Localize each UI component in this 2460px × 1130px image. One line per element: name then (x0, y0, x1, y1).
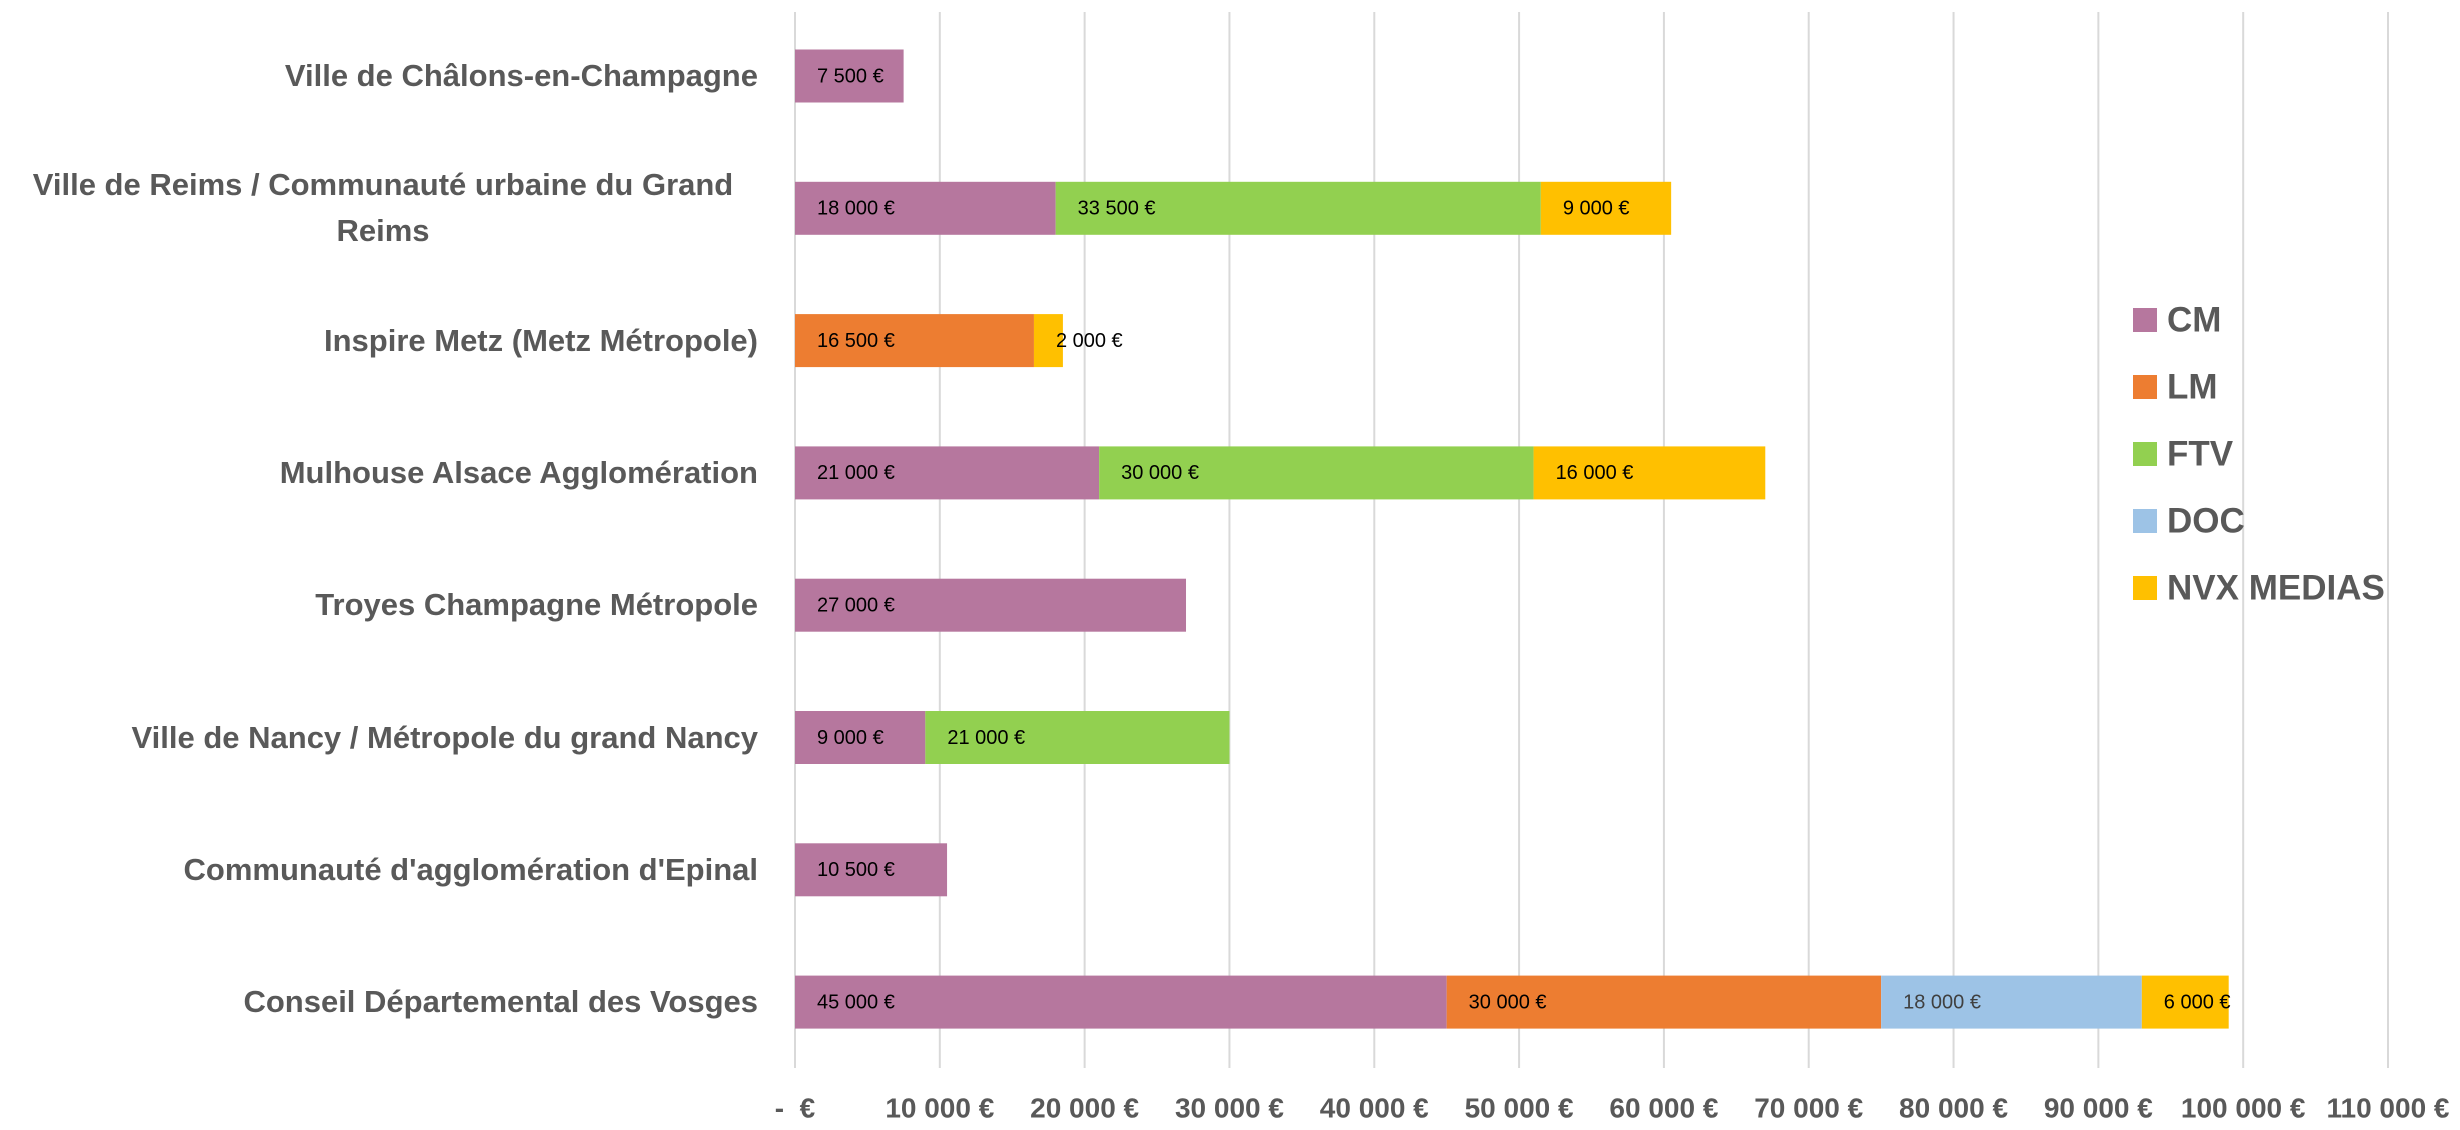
x-tick-label: 30 000 € (1175, 1092, 1284, 1123)
legend-label: LM (2167, 367, 2218, 406)
x-tick-label: 80 000 € (1899, 1092, 2008, 1123)
bar-segment (2141, 975, 2229, 1029)
value-label: 16 000 € (1556, 462, 1634, 484)
value-label: 16 500 € (817, 330, 895, 352)
bar-segment (795, 314, 1034, 368)
bar-segment (795, 975, 1447, 1029)
bar-segment (795, 181, 1056, 235)
legend-swatch (2133, 509, 2157, 533)
bar-segment (1033, 314, 1063, 368)
x-tick-label: 10 000 € (885, 1092, 994, 1123)
bar-segment (1881, 975, 2142, 1029)
value-label: 18 000 € (817, 198, 895, 220)
value-label: 2 000 € (1056, 330, 1123, 352)
x-tick-label: 90 000 € (2044, 1092, 2153, 1123)
legend-label: CM (2167, 300, 2221, 339)
category-label: Ville de Nancy / Métropole du grand Nanc… (131, 719, 758, 755)
category-label: Ville de Reims / Communauté urbaine du G… (32, 167, 734, 249)
bar-segment (925, 711, 1230, 764)
x-tick-label: 70 000 € (1754, 1092, 1863, 1123)
category-label: Inspire Metz (Metz Métropole) (323, 322, 758, 358)
value-label: 6 000 € (2164, 991, 2231, 1013)
value-label: 21 000 € (947, 727, 1025, 749)
value-label: 30 000 € (1469, 991, 1547, 1013)
legend-swatch (2133, 576, 2157, 600)
category-label: Ville de Châlons-en-Champagne (284, 58, 758, 93)
value-label: 27 000 € (817, 594, 895, 616)
legend-swatch (2133, 442, 2157, 466)
value-label: 9 000 € (817, 727, 884, 749)
legend-label: FTV (2167, 434, 2234, 473)
category-label: Conseil Départemental des Vosges (243, 984, 758, 1020)
category-label: Mulhouse Alsace Agglomération (279, 454, 758, 490)
legend-swatch (2133, 375, 2157, 399)
x-tick-label: 110 000 € (2326, 1092, 2449, 1123)
bar-segment (795, 843, 948, 897)
bar-segment (795, 711, 926, 764)
x-tick-label: 20 000 € (1030, 1092, 1139, 1123)
x-tick-label: 50 000 € (1465, 1092, 1574, 1123)
category-label: Troyes Champagne Métropole (315, 587, 758, 623)
bar-segment (1055, 181, 1541, 235)
bar-segment (1533, 446, 1766, 500)
bar-segment (795, 446, 1100, 500)
value-label: 7 500 € (817, 65, 884, 87)
bar-segment (795, 49, 904, 103)
value-label: 30 000 € (1121, 462, 1199, 484)
legend-label: NVX MEDIAS (2167, 568, 2385, 607)
x-tick-label: - € (775, 1092, 816, 1123)
bar-segment (1446, 975, 1882, 1029)
value-label: 18 000 € (1903, 991, 1981, 1013)
category-label: Communauté d'agglomération d'Epinal (183, 851, 759, 887)
value-label: 9 000 € (1563, 198, 1630, 220)
x-tick-label: 60 000 € (1609, 1092, 1718, 1123)
value-label: 33 500 € (1078, 198, 1156, 220)
value-label: 21 000 € (817, 462, 895, 484)
x-tick-label: 100 000 € (2181, 1092, 2306, 1123)
legend-label: DOC (2167, 501, 2245, 540)
bar-segment (795, 578, 1187, 632)
value-label: 45 000 € (817, 991, 895, 1013)
bar-segment (1099, 446, 1534, 500)
legend-swatch (2133, 308, 2157, 332)
x-tick-label: 40 000 € (1320, 1092, 1429, 1123)
bar-segment (1540, 181, 1672, 235)
value-label: 10 500 € (817, 859, 895, 881)
